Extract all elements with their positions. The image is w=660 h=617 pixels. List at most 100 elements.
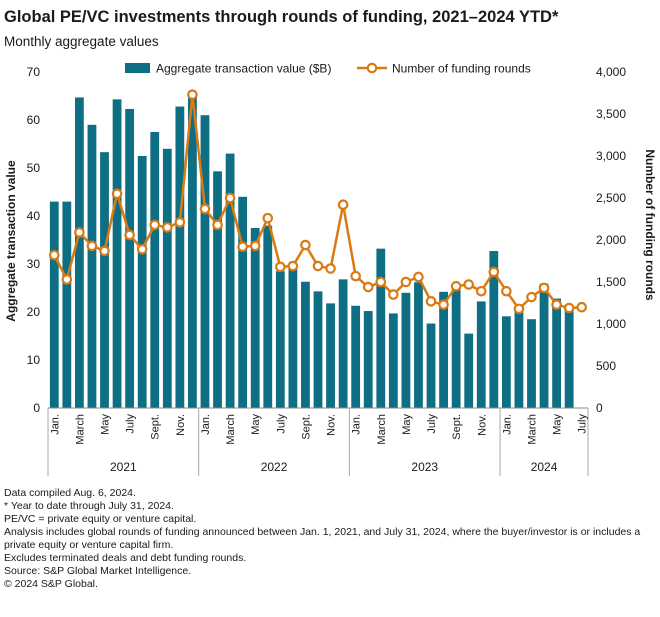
bar <box>62 201 72 408</box>
line-marker <box>513 303 525 315</box>
y-tick-label: 60 <box>27 113 41 127</box>
line-marker <box>312 260 324 272</box>
bar <box>326 303 335 408</box>
line-marker <box>450 280 462 292</box>
note-analysis: Analysis includes global rounds of fundi… <box>4 526 641 551</box>
y2-tick-label: 3,500 <box>596 107 626 121</box>
y2-axis-label: Number of funding rounds <box>643 149 657 301</box>
line-marker <box>325 263 336 274</box>
legend-bar-swatch <box>125 63 150 73</box>
x-tick-label: March <box>526 414 538 445</box>
bar <box>125 108 135 409</box>
footnotes: Data compiled Aug. 6, 2024. * Year to da… <box>4 487 654 591</box>
y2-tick-label: 1,500 <box>596 275 626 289</box>
line-marker <box>576 301 588 313</box>
line-marker <box>262 212 274 224</box>
x-tick-label: March <box>225 414 237 445</box>
line-marker <box>212 219 223 231</box>
line-marker <box>162 222 173 233</box>
line-marker <box>237 241 248 253</box>
line-marker <box>224 192 236 204</box>
line-marker <box>149 219 161 231</box>
bar <box>75 97 84 408</box>
bar <box>162 148 172 409</box>
bar <box>401 292 411 408</box>
x-axis: Jan. March May July Sept. Nov. Jan. March May Jul… <box>47 407 589 476</box>
line-marker <box>488 266 500 278</box>
line-marker <box>124 229 135 241</box>
x-tick-label: July <box>577 414 589 434</box>
bar <box>564 307 574 408</box>
bar <box>313 291 323 408</box>
bar <box>49 201 59 408</box>
y-axis-label: Aggregate transaction value <box>4 160 18 322</box>
y-tick-label: 70 <box>27 65 41 79</box>
year-label: 2024 <box>531 460 558 474</box>
bar <box>213 171 222 408</box>
line-marker <box>275 261 286 273</box>
line-marker <box>501 285 512 297</box>
y-tick-label: 0 <box>33 401 40 415</box>
x-tick-label: Sept. <box>451 414 463 440</box>
y-tick-label: 10 <box>27 353 41 367</box>
bar <box>188 93 197 408</box>
chart: 0 10 20 30 40 50 60 70 0 500 1,000 1,500 2,000 2,500 3… <box>4 62 657 476</box>
y-tick-label: 30 <box>27 257 41 271</box>
bar <box>137 156 147 408</box>
y2-tick-label: 1,000 <box>596 317 626 331</box>
line-marker <box>111 188 123 200</box>
bar <box>87 124 97 409</box>
year-label: 2022 <box>261 460 288 474</box>
note-source: Source: S&P Global Market Intelligence. <box>4 565 192 577</box>
bar <box>501 316 511 408</box>
y2-tick-label: 2,000 <box>596 233 626 247</box>
x-tick-label: May <box>552 414 564 435</box>
line-marker <box>86 240 98 252</box>
line-marker <box>287 260 299 272</box>
x-tick-label: Jan. <box>200 414 212 435</box>
line-marker <box>438 299 449 310</box>
x-tick-label: Jan. <box>49 414 61 435</box>
note-copyright: © 2024 S&P Global. <box>4 578 98 590</box>
bar <box>414 282 423 408</box>
bar <box>275 271 285 408</box>
bar <box>263 225 273 408</box>
x-tick-label: March <box>74 414 86 445</box>
bar <box>100 152 109 408</box>
line-marker <box>413 271 424 283</box>
line-marker <box>337 199 349 211</box>
x-tick-label: May <box>250 414 262 435</box>
bar <box>150 132 160 408</box>
line-marker <box>136 243 148 255</box>
bar <box>250 228 260 408</box>
x-tick-label: Sept. <box>150 414 162 440</box>
line-series <box>48 89 588 315</box>
line-marker <box>99 245 110 257</box>
legend-line-label: Number of funding rounds <box>392 62 531 76</box>
year-label: 2021 <box>110 460 137 474</box>
bar <box>200 115 210 408</box>
line-marker <box>199 203 211 215</box>
line-marker <box>400 276 412 288</box>
bar <box>112 99 122 409</box>
line-marker <box>551 299 562 310</box>
bar <box>527 319 536 408</box>
bar <box>301 281 310 408</box>
bar <box>376 248 386 408</box>
line-marker <box>375 276 387 288</box>
bar <box>476 301 486 408</box>
x-tick-label: Nov. <box>476 414 488 436</box>
chart-subtitle: Monthly aggregate values <box>4 34 159 49</box>
note-pevc: PE/VC = private equity or venture capita… <box>4 513 197 525</box>
x-tick-label: July <box>125 414 137 434</box>
bar <box>175 106 185 408</box>
legend-line-marker <box>366 62 378 74</box>
x-tick-label: Nov. <box>326 414 338 436</box>
bar <box>514 305 524 408</box>
line-marker <box>425 296 437 307</box>
legend: Aggregate transaction value ($B) Number … <box>125 62 531 76</box>
line-marker <box>300 239 311 251</box>
line-marker <box>249 240 261 252</box>
line-marker <box>362 281 374 293</box>
bar <box>426 323 436 408</box>
